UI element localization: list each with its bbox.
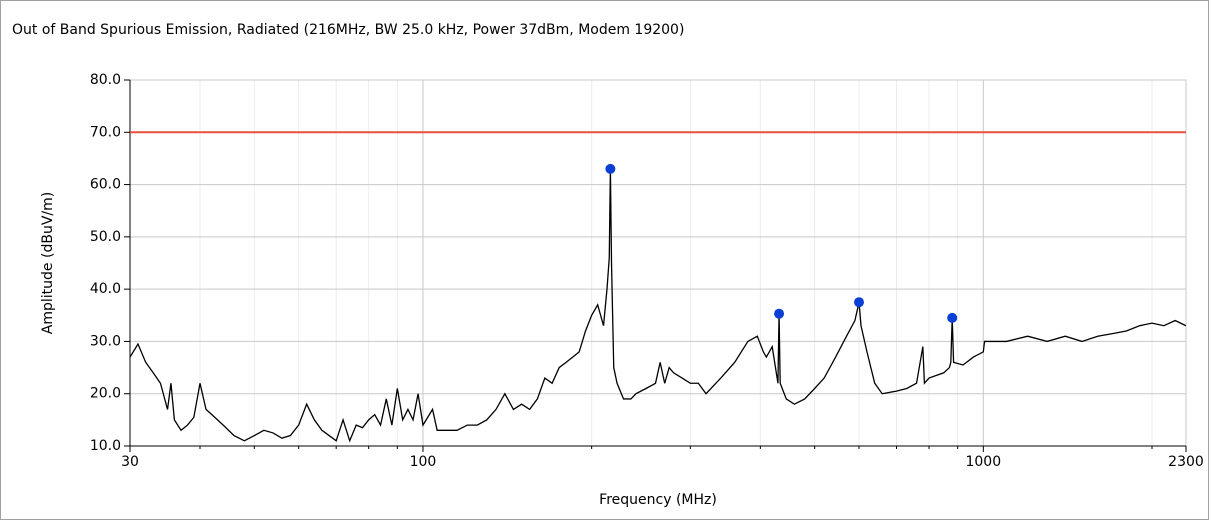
x-tick-label: 30: [121, 454, 139, 470]
y-tick-label: 20.0: [90, 386, 121, 402]
plot-area: [129, 79, 1187, 447]
peak-marker: [774, 308, 785, 319]
x-tick-label: 2300: [1168, 454, 1204, 470]
series-line: [129, 168, 1187, 443]
y-tick-label: 70.0: [90, 124, 121, 140]
y-tick-label: 30.0: [90, 333, 121, 349]
y-tick-label: 50.0: [90, 229, 121, 245]
chart-title: Out of Band Spurious Emission, Radiated …: [12, 22, 684, 38]
y-axis-label: Amplitude (dBuV/m): [40, 192, 56, 334]
x-axis-label: Frequency (MHz): [599, 492, 717, 508]
y-tick-label: 80.0: [90, 72, 121, 88]
x-tick-label: 1000: [965, 454, 1001, 470]
x-tick-label: 100: [410, 454, 437, 470]
y-tick-label: 10.0: [90, 438, 121, 454]
peak-marker: [947, 312, 958, 323]
y-tick-label: 60.0: [90, 177, 121, 193]
peak-marker: [854, 297, 865, 308]
y-tick-label: 40.0: [90, 281, 121, 297]
peak-marker: [605, 163, 616, 174]
